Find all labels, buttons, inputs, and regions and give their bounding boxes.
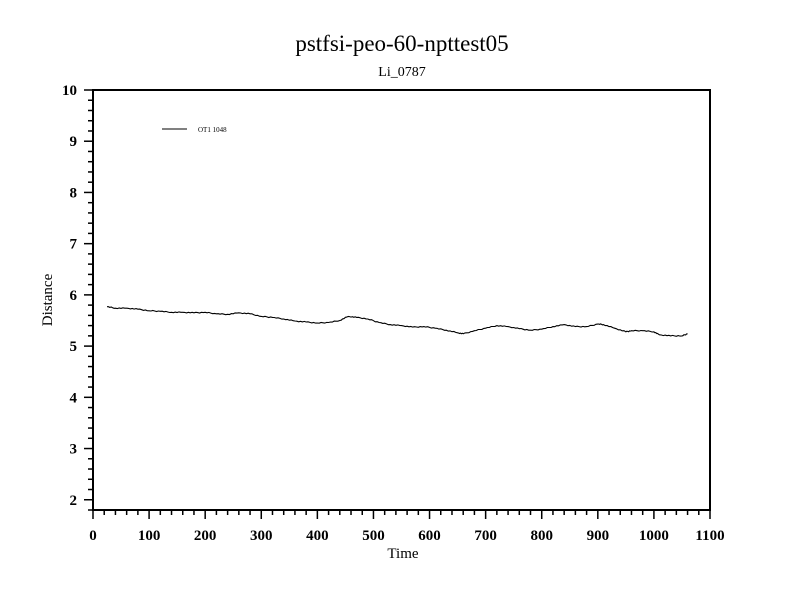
y-tick-label: 8 bbox=[70, 185, 78, 201]
y-tick-label: 6 bbox=[70, 288, 78, 304]
x-tick-label: 800 bbox=[530, 528, 553, 544]
y-tick-label: 5 bbox=[70, 339, 78, 355]
x-tick-label: 1100 bbox=[695, 528, 724, 544]
tick-labels: 0 100 200 300 400 500 600 700 800 900 1000 1100 2 3 4 5… bbox=[62, 83, 725, 544]
x-tick-label: 100 bbox=[138, 528, 161, 544]
y-axis-label: Distance bbox=[40, 273, 56, 326]
x-tick-label: 500 bbox=[362, 528, 385, 544]
x-tick-label: 300 bbox=[250, 528, 273, 544]
chart-subtitle: Li_0787 bbox=[378, 65, 425, 80]
axis-ticks bbox=[84, 89, 711, 519]
plot-frame bbox=[92, 89, 711, 511]
chart-title: pstfsi-peo-60-npttest05 bbox=[295, 31, 508, 56]
legend: OT1 1048 bbox=[162, 126, 227, 134]
x-tick-label: 400 bbox=[306, 528, 329, 544]
x-tick-label: 700 bbox=[474, 528, 497, 544]
y-tick-label: 3 bbox=[70, 442, 78, 458]
legend-label: OT1 1048 bbox=[198, 126, 227, 134]
series-line-0 bbox=[107, 306, 688, 337]
y-tick-label: 2 bbox=[70, 493, 78, 509]
y-tick-label: 9 bbox=[70, 134, 78, 150]
y-tick-label: 10 bbox=[62, 83, 77, 99]
x-tick-label: 200 bbox=[194, 528, 217, 544]
y-tick-label: 7 bbox=[70, 237, 78, 253]
x-tick-label: 0 bbox=[89, 528, 97, 544]
y-tick-label: 4 bbox=[70, 390, 78, 406]
x-tick-label: 600 bbox=[418, 528, 441, 544]
x-axis-label: Time bbox=[387, 546, 418, 562]
series-layer bbox=[107, 306, 688, 337]
x-tick-label: 1000 bbox=[639, 528, 669, 544]
x-tick-label: 900 bbox=[587, 528, 610, 544]
